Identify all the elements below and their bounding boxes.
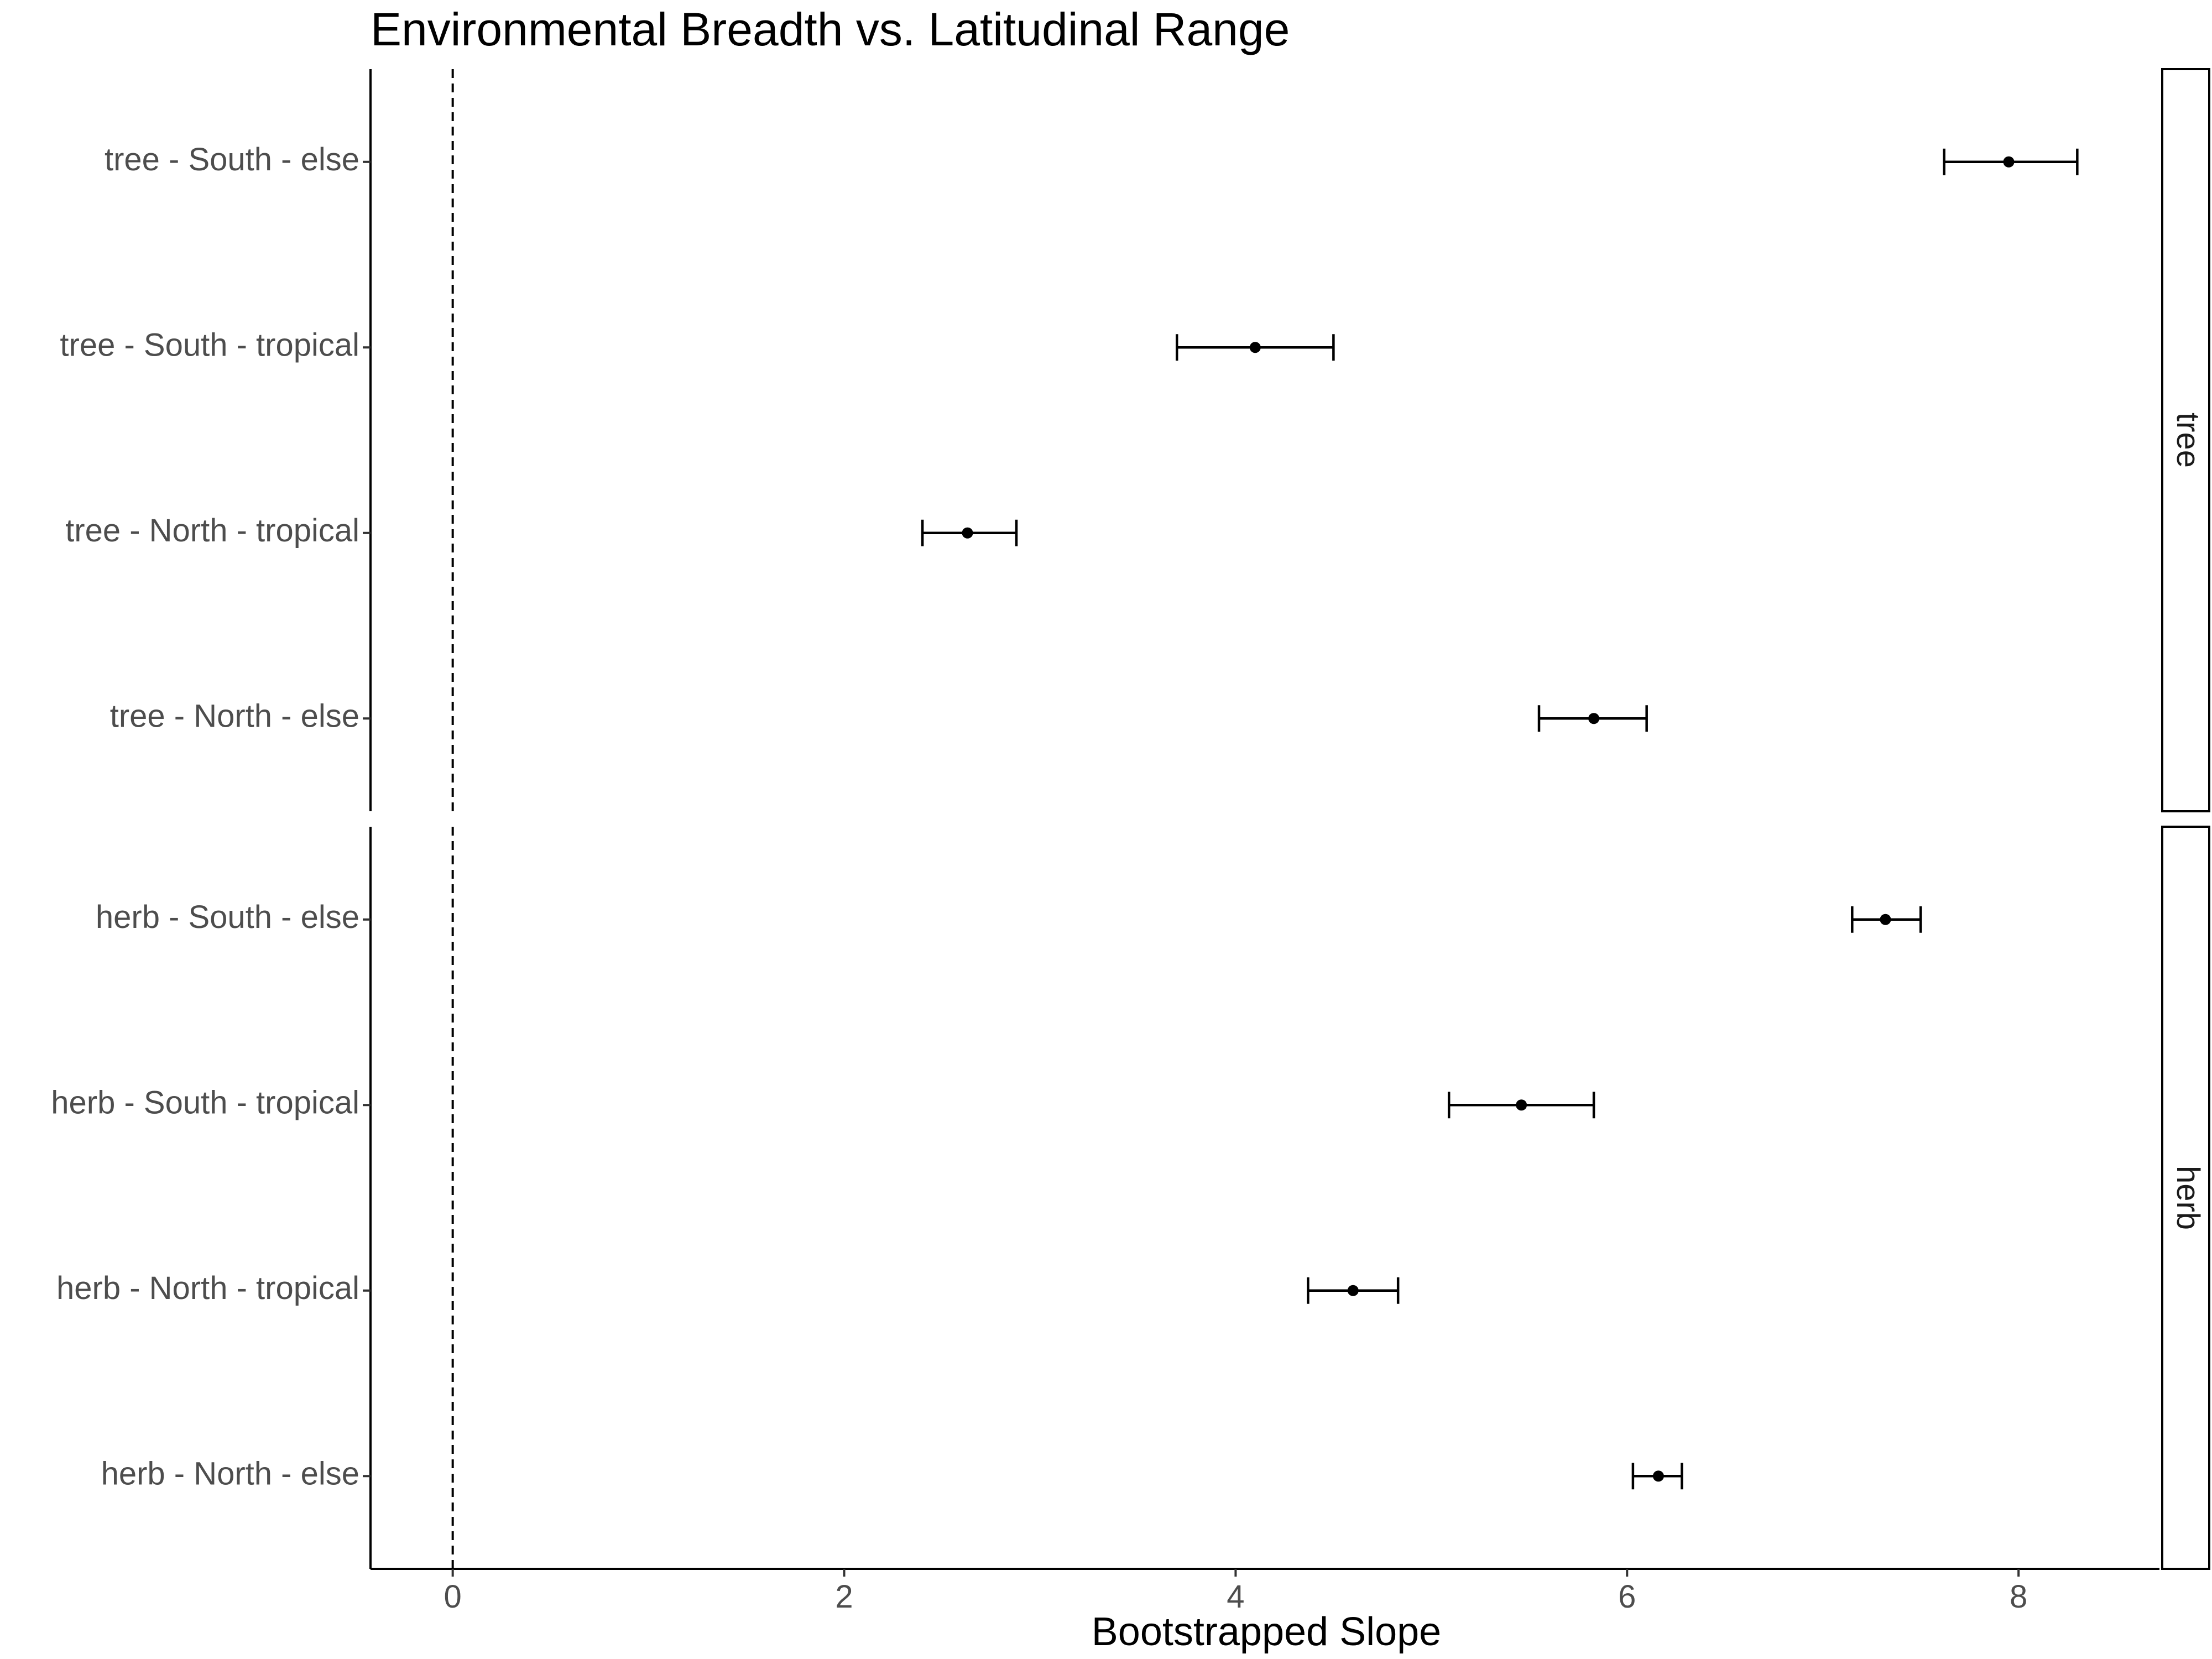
y-tick-label: tree - North - tropical bbox=[65, 513, 359, 549]
y-tick-label: tree - South - else bbox=[105, 142, 359, 178]
y-tick-label: tree - North - else bbox=[110, 698, 359, 734]
y-tick-label: tree - South - tropical bbox=[60, 327, 359, 363]
y-tick-label: herb - South - else bbox=[96, 899, 359, 935]
facet-panel-tree: tree - South - else tree - South - tropic… bbox=[60, 68, 2210, 812]
y-tick-label: herb - North - tropical bbox=[56, 1270, 359, 1306]
facet-panel-herb: herb - South - else herb - South - tropic… bbox=[51, 826, 2210, 1570]
facet-strip bbox=[2161, 826, 2210, 1570]
point-estimate bbox=[1347, 1285, 1359, 1296]
x-tick-label: 4 bbox=[1227, 1579, 1244, 1615]
x-axis: 0 2 4 6 8 bbox=[371, 1568, 2159, 1615]
x-tick-label: 2 bbox=[835, 1579, 853, 1615]
point-estimate bbox=[1249, 342, 1261, 353]
point-estimate bbox=[1516, 1099, 1527, 1111]
x-axis-title: Bootstrapped Slope bbox=[1092, 1610, 1441, 1654]
y-tick-label: herb - South - tropical bbox=[51, 1085, 359, 1121]
facet-strip-label: tree bbox=[2170, 413, 2206, 468]
point-estimate bbox=[962, 527, 973, 539]
point-estimate bbox=[1652, 1470, 1664, 1482]
x-tick-label: 0 bbox=[444, 1579, 462, 1615]
point-estimate bbox=[1588, 713, 1600, 724]
point-estimate bbox=[1880, 914, 1891, 925]
panels-layer: tree - South - else tree - South - tropic… bbox=[51, 68, 2210, 1570]
chart-title: Environmental Breadth vs. Latitudinal Ra… bbox=[371, 3, 1290, 55]
point-estimate bbox=[2003, 156, 2015, 168]
facet-strip-label: herb bbox=[2170, 1166, 2206, 1230]
facet-strip bbox=[2161, 68, 2210, 812]
y-tick-label: herb - North - else bbox=[101, 1456, 359, 1492]
x-tick-label: 6 bbox=[1618, 1579, 1636, 1615]
x-tick-label: 8 bbox=[2010, 1579, 2027, 1615]
